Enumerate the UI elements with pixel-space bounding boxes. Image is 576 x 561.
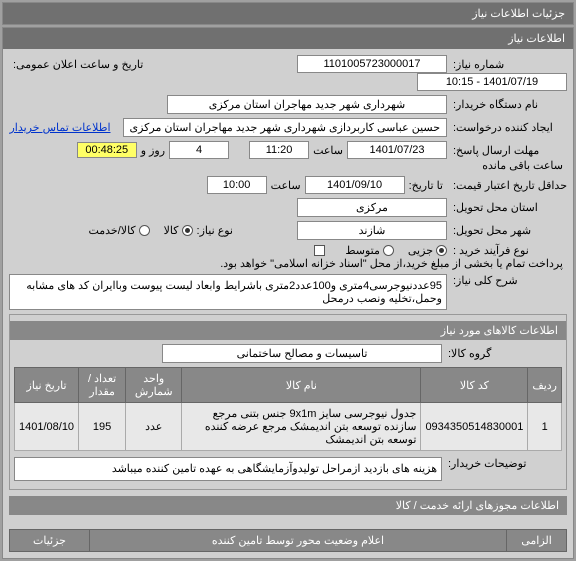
radio-khadamat[interactable]: کالا/خدمت xyxy=(88,224,149,237)
col-code: کد کالا xyxy=(421,368,528,403)
radio-dot-icon xyxy=(383,245,394,256)
radio-joz[interactable]: جزیی xyxy=(408,244,447,257)
radio-khadamat-label: کالا/خدمت xyxy=(88,224,135,237)
deadline-label: مهلت ارسال پاسخ: xyxy=(447,144,567,157)
city-label: شهر محل تحویل: xyxy=(447,224,567,237)
col-details: جزئیات xyxy=(10,530,90,552)
treasury-checkbox[interactable] xyxy=(314,245,325,256)
status-table: الزامی اعلام وضعیت محور توسط تامین کننده… xyxy=(9,529,567,552)
radio-kala-label: کالا xyxy=(164,224,179,237)
cell-qty: 195 xyxy=(79,403,126,451)
requester-label: ایجاد کننده درخواست: xyxy=(447,121,567,134)
treasury-text: پرداخت تمام یا بخشی از مبلغ خرید،از محل … xyxy=(220,257,563,270)
col-idx: ردیف xyxy=(528,368,562,403)
city-value: شازند xyxy=(297,221,447,240)
info-header: اطلاعات نیاز xyxy=(3,28,573,49)
permits-header: اطلاعات مجوزهای ارائه خدمت / کالا xyxy=(9,496,567,515)
buyer-notes-label: توضیحات خریدار: xyxy=(442,457,562,470)
validity-time: 10:00 xyxy=(207,176,267,194)
col-name: نام کالا xyxy=(182,368,421,403)
buyer-notes[interactable]: هزینه های بازدید ازمراحل تولیدوآزمایشگاه… xyxy=(14,457,442,481)
col-unit: واحد شمارش xyxy=(126,368,182,403)
cell-date: 1401/08/10 xyxy=(15,403,79,451)
validity-label: حداقل تاریخ اعتبار قیمت: xyxy=(447,179,567,192)
need-no-label: شماره نیاز: xyxy=(447,58,567,71)
radio-mot-label: متوسط xyxy=(345,244,380,257)
saat-label-1: ساعت xyxy=(313,144,343,157)
deadline-date: 1401/07/23 xyxy=(347,141,447,159)
validity-date: 1401/09/10 xyxy=(305,176,405,194)
radio-kala[interactable]: کالا xyxy=(164,224,193,237)
deadline-time: 11:20 xyxy=(249,141,309,159)
requester-value: حسین عباسی کاربردازی شهرداری شهر جدید مه… xyxy=(123,118,448,137)
province-label: استان محل تحویل: xyxy=(447,201,567,214)
announce-label: تاریخ و ساعت اعلان عمومی: xyxy=(13,58,143,71)
cell-name: جدول نیوجرسی سایز 9x1m جنس بتنی مرجع ساز… xyxy=(182,403,421,451)
radio-dot-icon xyxy=(436,245,447,256)
cell-code: 0934350514830001 xyxy=(421,403,528,451)
buyer-label: نام دستگاه خریدار: xyxy=(447,98,567,111)
ta-tarikh: تا تاریخ: xyxy=(409,179,443,192)
type-label: نوع نیاز: xyxy=(197,224,233,237)
radio-mot[interactable]: متوسط xyxy=(345,244,394,257)
desc-textarea[interactable]: 95عددنیوجرسی4متری و100عدد2متری باشرایط و… xyxy=(9,274,447,310)
radio-dot-icon xyxy=(139,225,150,236)
goods-header: اطلاعات کالاهای مورد نیاز xyxy=(10,321,566,340)
saat-label-2: ساعت xyxy=(271,179,301,192)
desc-label: شرح کلی نیاز: xyxy=(447,274,567,287)
countdown: 00:48:25 xyxy=(77,142,137,158)
radio-dot-icon xyxy=(182,225,193,236)
province-value: مرکزی xyxy=(297,198,447,217)
col-date: تاریخ نیاز xyxy=(15,368,79,403)
buyer-value: شهرداری شهر جدید مهاجران استان مرکزی xyxy=(167,95,447,114)
col-qty: تعداد / مقدار xyxy=(79,368,126,403)
cell-unit: عدد xyxy=(126,403,182,451)
rooz-label: روز و xyxy=(141,144,165,157)
deadline-days: 4 xyxy=(169,141,229,159)
radio-joz-label: جزیی xyxy=(408,244,433,257)
contact-link[interactable]: اطلاعات تماس خریدار xyxy=(9,121,110,134)
goods-table: ردیف کد کالا نام کالا واحد شمارش تعداد /… xyxy=(14,367,562,451)
col-required: الزامی xyxy=(507,530,567,552)
announce-value: 1401/07/19 - 10:15 xyxy=(417,73,567,91)
col-status: اعلام وضعیت محور توسط تامین کننده xyxy=(90,530,507,552)
process-label: نوع فرآیند خرید : xyxy=(447,244,567,257)
main-header: جزئیات اطلاعات نیاز xyxy=(3,3,573,24)
cell-idx: 1 xyxy=(528,403,562,451)
remain-label: ساعت باقی مانده xyxy=(482,159,563,172)
group-label: گروه کالا: xyxy=(442,347,562,360)
need-no-value: 1101005723000017 xyxy=(297,55,447,73)
group-value: تاسیسات و مصالح ساختمانی xyxy=(162,344,442,363)
table-row: 1 0934350514830001 جدول نیوجرسی سایز 9x1… xyxy=(15,403,562,451)
